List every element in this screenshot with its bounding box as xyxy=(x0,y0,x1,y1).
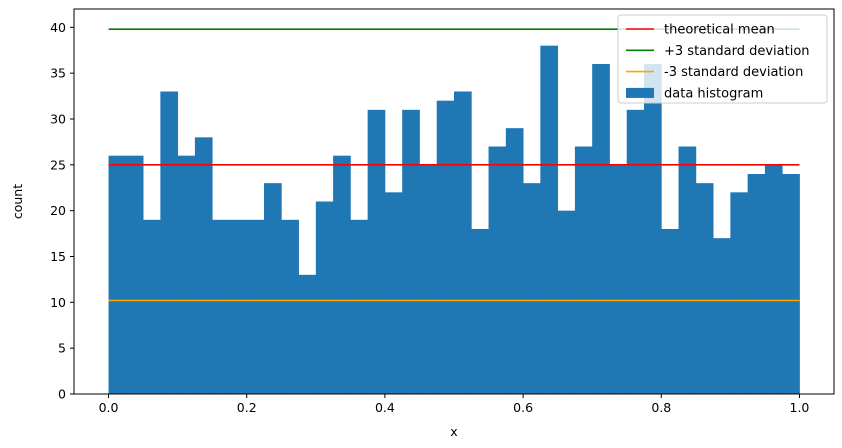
histogram-bar xyxy=(557,210,576,394)
histogram-bar xyxy=(471,229,489,394)
histogram-bar xyxy=(574,146,593,394)
legend-swatch xyxy=(626,87,654,98)
histogram-bar xyxy=(315,201,334,394)
histogram-bar xyxy=(108,155,127,394)
x-tick-label: 0.2 xyxy=(237,400,257,415)
x-tick-label: 1.0 xyxy=(790,400,810,415)
histogram-bar xyxy=(229,219,248,394)
y-tick-label: 40 xyxy=(50,20,66,35)
y-tick-label: 35 xyxy=(50,66,66,81)
y-tick-label: 30 xyxy=(50,112,66,127)
plot-frame xyxy=(73,8,835,395)
y-axis-title: count xyxy=(10,184,25,219)
histogram-bar xyxy=(350,219,369,394)
y-tick-label: 20 xyxy=(50,203,66,218)
histogram-bar xyxy=(212,219,230,394)
histogram-bar xyxy=(626,109,645,394)
histogram-bar xyxy=(177,155,196,394)
x-tick-label: 0.8 xyxy=(651,400,671,415)
histogram-bar xyxy=(609,164,628,394)
histogram-bar xyxy=(661,229,679,394)
legend-label: +3 standard deviation xyxy=(664,44,810,59)
histogram-bar xyxy=(436,100,455,395)
histogram-bar xyxy=(592,64,610,394)
y-tick-label: 25 xyxy=(50,157,66,172)
y-tick-label: 0 xyxy=(58,387,66,402)
histogram-bar xyxy=(419,164,438,394)
histogram-bar xyxy=(194,137,213,395)
histogram-bar xyxy=(298,274,317,394)
histogram-bar xyxy=(730,192,749,394)
histogram-bar xyxy=(333,155,351,394)
histogram-bar xyxy=(747,174,766,394)
legend-label: -3 standard deviation xyxy=(664,65,803,80)
histogram-bar xyxy=(695,183,714,394)
histogram-bar xyxy=(678,146,697,394)
histogram-bar xyxy=(246,219,265,394)
histogram-bar xyxy=(782,174,800,394)
histogram-bar xyxy=(367,109,386,394)
x-tick-label: 0.4 xyxy=(375,400,395,415)
histogram-bar xyxy=(402,109,420,394)
histogram-bar xyxy=(264,183,282,394)
histogram-bar xyxy=(125,155,144,394)
legend: theoretical mean +3 standard deviation -3 … xyxy=(617,14,828,104)
histogram-bar xyxy=(281,219,299,394)
x-axis-ticks: 0.0 0.2 0.4 0.6 0.8 1.0 xyxy=(99,394,810,415)
histogram-bar xyxy=(644,64,662,394)
histogram-bar xyxy=(454,91,472,394)
legend-label: data histogram xyxy=(664,86,763,101)
x-tick-label: 0.6 xyxy=(513,400,533,415)
y-axis-ticks: 0 5 10 15 20 25 30 35 40 xyxy=(50,20,74,402)
histogram-bar xyxy=(505,128,524,394)
x-tick-label: 0.0 xyxy=(99,400,119,415)
histogram-bar xyxy=(713,238,731,394)
histogram-bar xyxy=(540,45,559,395)
histogram-bar xyxy=(523,183,541,394)
histogram-bar xyxy=(764,164,783,394)
histogram-bar xyxy=(160,91,179,394)
y-tick-label: 10 xyxy=(50,295,66,310)
y-tick-label: 5 xyxy=(58,341,66,356)
legend-box xyxy=(617,14,828,104)
histogram-bar xyxy=(384,192,403,394)
histogram-bar xyxy=(488,146,507,394)
x-axis-title: x xyxy=(450,424,457,439)
bars-layer xyxy=(108,45,800,395)
legend-label: theoretical mean xyxy=(664,23,775,38)
y-tick-label: 15 xyxy=(50,249,66,264)
legend-items: theoretical mean +3 standard deviation -3 … xyxy=(626,23,810,101)
histogram-bar xyxy=(143,219,161,394)
